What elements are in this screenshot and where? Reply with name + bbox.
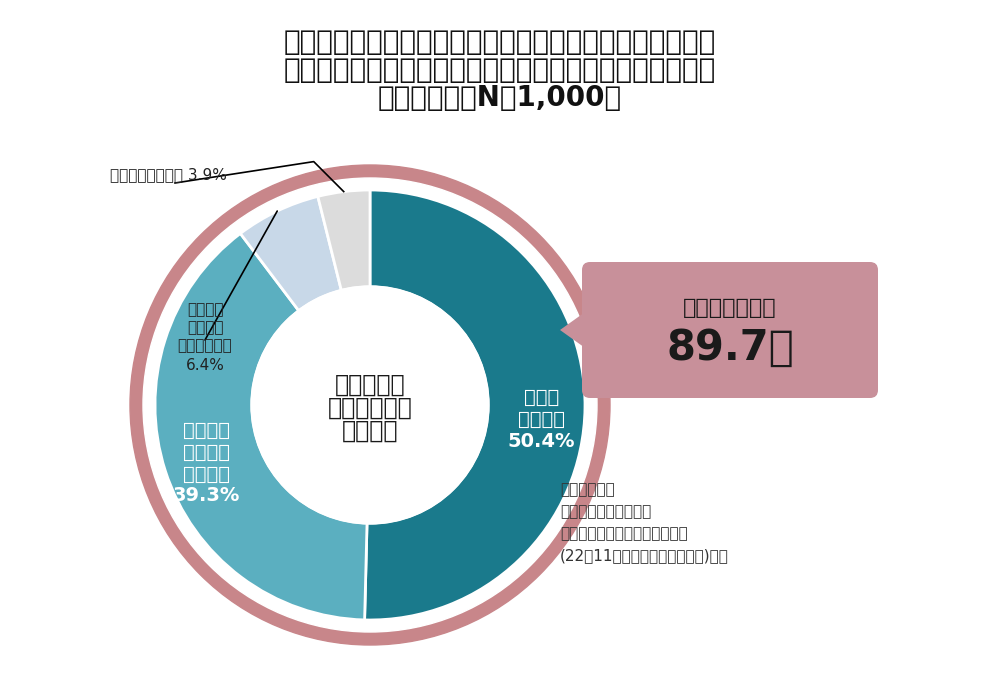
Wedge shape xyxy=(155,233,367,620)
Circle shape xyxy=(143,178,597,632)
Wedge shape xyxy=(365,190,585,620)
Circle shape xyxy=(251,286,489,524)
Text: というと: というと xyxy=(187,321,223,336)
Text: そう思う: そう思う xyxy=(518,409,565,429)
Text: そう思わない: そう思わない xyxy=(178,338,232,354)
Text: 節電要請に関する空気感調査」: 節電要請に関する空気感調査」 xyxy=(560,526,688,541)
Text: どちらか: どちらか xyxy=(183,420,230,440)
Text: 39.3%: 39.3% xyxy=(173,486,240,506)
Polygon shape xyxy=(560,305,595,355)
Text: 「電力料金の値上げと: 「電力料金の値上げと xyxy=(560,504,651,519)
Text: 安全・安心・快適な暮らしに欠かせない生活インフラだと: 安全・安心・快適な暮らしに欠かせない生活インフラだと xyxy=(284,56,716,84)
Text: だと思う: だと思う xyxy=(342,419,398,443)
Text: とても: とても xyxy=(524,387,559,407)
Text: 思いますか（N＝1,000）: 思いますか（N＝1,000） xyxy=(378,84,622,112)
Text: (22年11月インターネット調査)から: (22年11月インターネット調査)から xyxy=(560,548,729,563)
Text: 50.4%: 50.4% xyxy=(508,431,575,451)
FancyBboxPatch shape xyxy=(582,262,878,398)
Text: 生活インフラ: 生活インフラ xyxy=(328,396,412,420)
Text: 「そう思う」計: 「そう思う」計 xyxy=(683,298,777,318)
Text: 89.7％: 89.7％ xyxy=(666,327,794,369)
Text: そう思う: そう思う xyxy=(183,464,230,484)
Circle shape xyxy=(130,165,610,645)
Text: エアコンなどの空調機器（空気清浄機、換気機器含む）は: エアコンなどの空調機器（空気清浄機、換気機器含む）は xyxy=(284,28,716,56)
Text: というと: というと xyxy=(183,442,230,462)
Text: ダイキン工業: ダイキン工業 xyxy=(560,482,615,497)
Text: どちらか: どちらか xyxy=(187,303,223,317)
Text: エアコンは: エアコンは xyxy=(335,373,405,397)
Circle shape xyxy=(252,287,488,523)
Text: 6.4%: 6.4% xyxy=(186,358,224,374)
Text: 全くそう思わない 3.9%: 全くそう思わない 3.9% xyxy=(110,167,227,182)
Wedge shape xyxy=(318,190,370,290)
Wedge shape xyxy=(240,196,341,311)
